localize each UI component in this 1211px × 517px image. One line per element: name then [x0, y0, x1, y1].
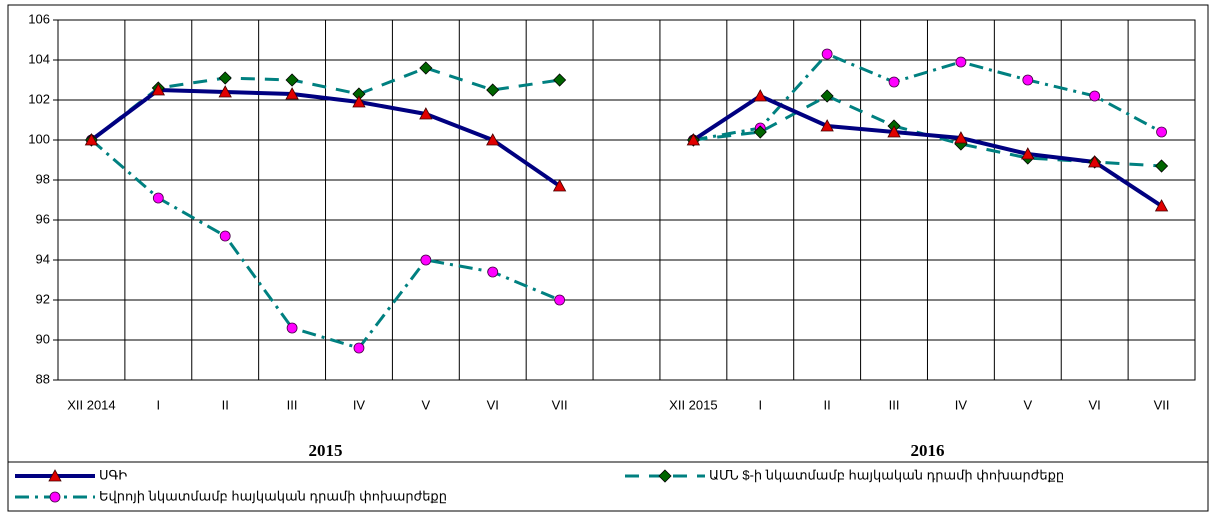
marker: [152, 192, 164, 204]
marker: [686, 133, 701, 146]
marker: [888, 76, 900, 88]
marker: [285, 87, 299, 100]
x-tick-label: I: [758, 397, 762, 412]
legend-label: Եվրոյի նկատմամբ հայկական դրամի փոխարժեքը: [99, 488, 447, 503]
legend-label: ԱՄՆ $-ի նկատմամբ հայկական դրամի փոխարժեք…: [709, 467, 1064, 482]
y-tick-label: 92: [36, 291, 50, 306]
marker: [84, 133, 99, 146]
y-tick-label: 90: [36, 331, 50, 346]
marker: [352, 95, 366, 108]
x-tick-label: VII: [552, 397, 568, 412]
y-tick-label: 102: [28, 91, 50, 106]
group-label: 2015: [309, 441, 343, 460]
y-tick-label: 104: [28, 51, 50, 66]
marker: [419, 107, 433, 120]
x-tick-label: IV: [353, 397, 366, 412]
marker: [753, 125, 767, 139]
plot-area: [57, 19, 1196, 381]
marker: [753, 89, 767, 102]
x-tick-label: XII 2015: [669, 397, 717, 412]
marker: [49, 491, 61, 503]
marker: [552, 179, 567, 192]
legend-label: ՍԳԻ: [99, 467, 127, 482]
marker: [353, 342, 365, 354]
marker: [658, 469, 672, 483]
marker: [553, 73, 567, 87]
x-tick-label: XII 2014: [67, 397, 115, 412]
marker: [955, 56, 967, 68]
marker: [1156, 126, 1167, 138]
x-tick-label: V: [1023, 397, 1032, 412]
series-line: [90, 52, 1163, 350]
frame: [7, 4, 1209, 512]
marker: [1089, 90, 1101, 102]
marker: [420, 254, 432, 266]
marker: [285, 73, 299, 87]
marker: [286, 322, 298, 334]
marker: [486, 133, 500, 146]
y-tick-label: 94: [36, 251, 50, 266]
x-tick-label: III: [889, 397, 900, 412]
x-tick-label: IV: [955, 397, 968, 412]
x-tick-label: V: [422, 397, 431, 412]
x-tick-label: III: [287, 397, 298, 412]
marker: [1022, 74, 1034, 86]
y-tick-label: 96: [36, 211, 50, 226]
y-tick-label: 98: [36, 171, 50, 186]
marker: [1154, 199, 1169, 212]
marker: [554, 294, 566, 306]
marker: [1021, 147, 1035, 160]
x-tick-label: VI: [1089, 397, 1101, 412]
marker: [219, 230, 231, 242]
x-tick-label: VI: [487, 397, 499, 412]
marker: [820, 89, 834, 103]
y-tick-label: 100: [28, 131, 50, 146]
marker: [1154, 159, 1169, 173]
marker: [821, 48, 833, 60]
marker: [1088, 155, 1102, 168]
x-tick-label: II: [824, 397, 831, 412]
marker: [218, 71, 232, 85]
x-tick-label: I: [157, 397, 161, 412]
marker: [954, 131, 968, 144]
marker: [820, 119, 834, 132]
marker: [151, 83, 165, 96]
group-label: 2016: [910, 441, 944, 460]
marker: [419, 61, 433, 75]
marker: [218, 85, 232, 98]
x-tick-label: II: [222, 397, 229, 412]
marker: [48, 469, 62, 482]
series-line: [90, 88, 1163, 208]
y-tick-label: 88: [36, 371, 50, 386]
y-tick-label: 106: [28, 11, 50, 26]
marker: [887, 125, 901, 138]
x-tick-label: VII: [1154, 397, 1170, 412]
marker: [486, 83, 500, 97]
marker: [487, 266, 499, 278]
